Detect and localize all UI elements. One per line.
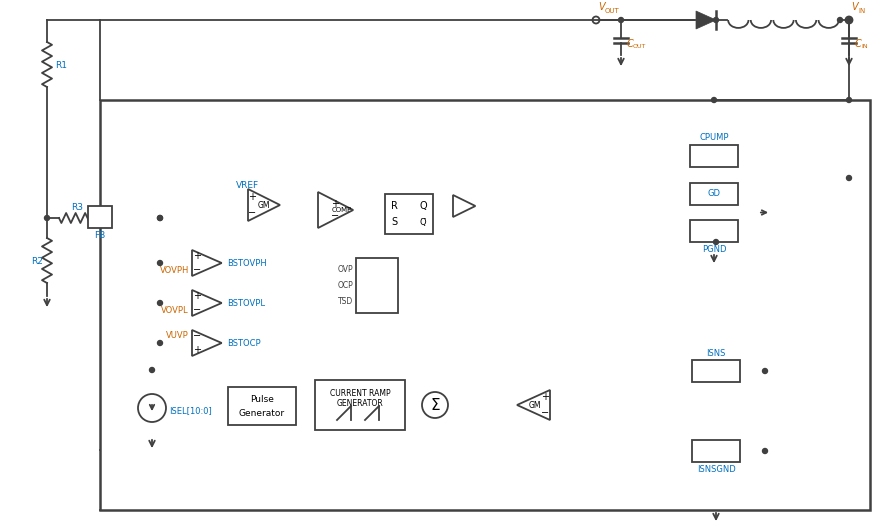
Text: OCP: OCP (337, 280, 353, 289)
Text: VREF: VREF (236, 181, 259, 190)
Circle shape (713, 17, 718, 23)
Bar (100, 100, 870, 510)
Text: Generator: Generator (239, 408, 285, 417)
Circle shape (762, 448, 767, 454)
Text: +: + (331, 199, 339, 209)
Text: R: R (390, 201, 397, 211)
Text: R2: R2 (31, 257, 43, 266)
Text: BSTOVPL: BSTOVPL (227, 298, 265, 307)
Text: IN: IN (861, 44, 868, 50)
Text: OUT: OUT (633, 44, 647, 50)
Bar (692, 440, 740, 462)
Text: VUVP: VUVP (166, 331, 189, 340)
Bar (690, 145, 738, 167)
Text: Q̅: Q̅ (420, 218, 426, 227)
Text: VOVPH: VOVPH (159, 266, 189, 275)
Circle shape (158, 340, 163, 346)
Text: VOVPL: VOVPL (161, 306, 189, 315)
Text: +: + (541, 392, 549, 402)
Text: −: − (331, 211, 340, 221)
Text: −: − (193, 305, 201, 315)
Bar (692, 360, 740, 382)
Text: TSD: TSD (338, 298, 353, 307)
Circle shape (158, 260, 163, 266)
Circle shape (711, 97, 717, 102)
Text: OVP: OVP (338, 265, 353, 274)
Bar (385, 194, 433, 234)
Text: +: + (193, 251, 201, 261)
Circle shape (45, 216, 50, 220)
Circle shape (846, 97, 851, 102)
Circle shape (158, 216, 163, 220)
Text: Pulse: Pulse (250, 395, 274, 405)
Bar (690, 220, 738, 242)
Bar (228, 387, 296, 425)
Text: ISNS: ISNS (706, 348, 725, 357)
Text: Σ: Σ (430, 397, 440, 413)
Text: +: + (193, 345, 201, 355)
Circle shape (158, 300, 163, 306)
Circle shape (619, 17, 624, 23)
Text: R1: R1 (55, 61, 67, 70)
Text: +: + (193, 291, 201, 301)
Circle shape (150, 367, 155, 373)
Text: GM: GM (528, 401, 542, 409)
Bar (88, 206, 112, 228)
Text: V: V (598, 2, 605, 12)
Text: Q: Q (419, 201, 427, 211)
Bar (356, 258, 398, 313)
Text: −: − (248, 208, 256, 218)
Circle shape (158, 216, 163, 220)
Text: R3: R3 (71, 202, 83, 211)
Text: CPUMP: CPUMP (699, 133, 729, 142)
Text: C: C (855, 39, 862, 49)
Text: IN: IN (858, 8, 865, 14)
Text: +: + (248, 192, 256, 202)
Text: CURRENT RAMP: CURRENT RAMP (330, 388, 390, 397)
Text: GENERATOR: GENERATOR (337, 399, 383, 408)
Text: S: S (391, 217, 397, 227)
Text: C: C (627, 39, 634, 49)
Bar (690, 183, 738, 205)
Text: −: − (193, 265, 201, 275)
Text: V: V (851, 2, 858, 12)
Text: BSTOCP: BSTOCP (227, 338, 261, 347)
Text: GM: GM (258, 200, 270, 210)
Text: FB: FB (94, 230, 106, 239)
Text: COMP: COMP (332, 207, 352, 213)
Polygon shape (696, 11, 716, 29)
Text: GD: GD (708, 190, 720, 199)
Circle shape (837, 17, 843, 23)
Circle shape (713, 239, 718, 245)
Text: −: − (541, 408, 550, 418)
Circle shape (846, 17, 851, 23)
Text: OUT: OUT (605, 8, 620, 14)
Circle shape (762, 368, 767, 374)
Text: −: − (193, 331, 201, 341)
Circle shape (846, 175, 851, 181)
Text: BSTOVPH: BSTOVPH (227, 259, 267, 268)
Text: ISNSGND: ISNSGND (696, 465, 735, 474)
Bar (315, 380, 405, 430)
Text: ISEL[10:0]: ISEL[10:0] (169, 406, 212, 415)
Text: PGND: PGND (702, 245, 726, 253)
